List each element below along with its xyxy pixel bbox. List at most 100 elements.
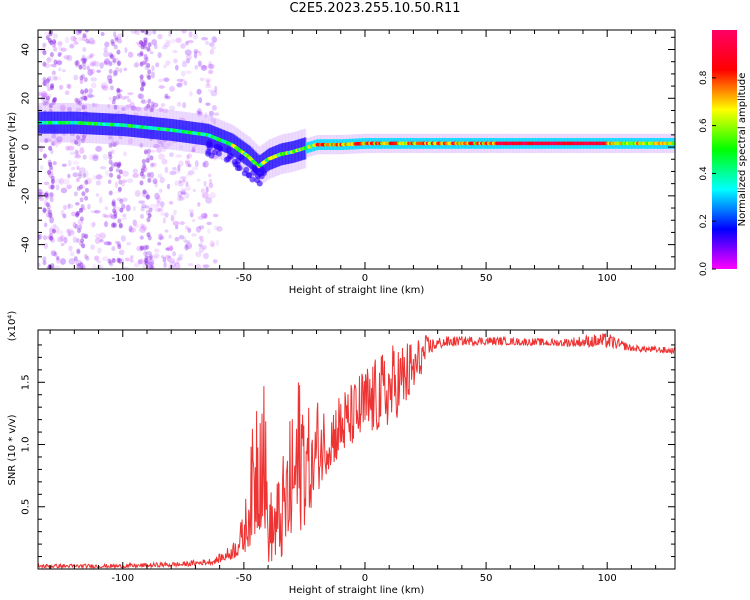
noise-blob bbox=[38, 145, 44, 152]
noise-streak bbox=[119, 207, 124, 213]
noise-blob bbox=[129, 101, 135, 108]
noise-blob bbox=[75, 201, 80, 206]
noise-blob bbox=[43, 199, 48, 206]
top-y-axis-label: Frequency (Hz) bbox=[7, 112, 18, 188]
top-x-tick-label: -100 bbox=[111, 273, 134, 284]
noise-blob bbox=[89, 68, 96, 75]
noise-blob bbox=[163, 42, 171, 48]
noise-blob bbox=[65, 145, 70, 151]
noise-streak bbox=[112, 95, 117, 101]
noise-blob bbox=[96, 69, 101, 73]
noise-blob bbox=[202, 245, 207, 250]
noise-blob bbox=[75, 59, 80, 67]
noise-streak bbox=[73, 256, 78, 262]
noise-streak bbox=[79, 197, 84, 203]
noise-streak bbox=[108, 154, 113, 160]
noise-blob bbox=[38, 91, 43, 97]
noise-blob bbox=[95, 145, 103, 152]
noise-blob bbox=[97, 247, 102, 254]
noise-blob bbox=[172, 220, 180, 226]
noise-blob bbox=[198, 97, 203, 104]
noise-streak bbox=[139, 74, 144, 80]
noise-streak bbox=[141, 98, 146, 104]
noise-blob bbox=[86, 93, 94, 99]
noise-blob bbox=[49, 55, 54, 62]
noise-blob bbox=[132, 206, 136, 211]
noise-blob bbox=[90, 244, 95, 250]
noise-blob bbox=[180, 43, 186, 49]
bottom-x-tick-label: 50 bbox=[480, 573, 493, 584]
noise-blob bbox=[187, 227, 192, 233]
noise-blob bbox=[155, 148, 163, 153]
noise-blob bbox=[167, 140, 174, 147]
noise-blob bbox=[178, 234, 185, 240]
noise-blob bbox=[115, 240, 119, 245]
noise-blob bbox=[154, 207, 161, 213]
noise-blob bbox=[153, 253, 160, 258]
noise-blob bbox=[149, 50, 154, 55]
noise-streak bbox=[146, 232, 151, 238]
noise-blob bbox=[119, 68, 123, 73]
noise-blob bbox=[58, 67, 62, 72]
noise-blob bbox=[154, 192, 160, 200]
noise-blob bbox=[187, 153, 192, 159]
noise-blob bbox=[157, 33, 163, 40]
noise-blob bbox=[128, 138, 133, 145]
noise-blob bbox=[110, 149, 115, 155]
ridge-blob bbox=[236, 165, 243, 172]
noise-blob bbox=[150, 149, 156, 153]
noise-blob bbox=[153, 143, 161, 149]
noise-blob bbox=[122, 213, 127, 218]
noise-blob bbox=[198, 246, 205, 253]
noise-streak bbox=[118, 179, 123, 185]
noise-blob bbox=[155, 203, 160, 209]
noise-blob bbox=[112, 69, 117, 77]
noise-blob bbox=[101, 85, 109, 91]
noise-blob bbox=[102, 153, 108, 161]
noise-blob bbox=[179, 176, 187, 180]
noise-blob bbox=[59, 104, 67, 112]
noise-blob bbox=[179, 145, 183, 150]
noise-streak bbox=[114, 37, 119, 43]
noise-streak bbox=[79, 266, 84, 269]
top-x-tick-label: 50 bbox=[480, 273, 493, 284]
noise-blob bbox=[97, 264, 104, 269]
noise-streak bbox=[139, 86, 144, 92]
noise-blob bbox=[187, 170, 195, 175]
noise-blob bbox=[104, 41, 110, 48]
ridge-blob bbox=[243, 166, 250, 173]
noise-blob bbox=[208, 173, 212, 178]
noise-blob bbox=[53, 265, 61, 269]
noise-blob bbox=[174, 262, 181, 269]
noise-blob bbox=[149, 203, 156, 211]
snr-line bbox=[38, 333, 675, 569]
noise-streak bbox=[73, 191, 78, 197]
noise-blob bbox=[75, 97, 81, 105]
noise-blob bbox=[63, 55, 70, 60]
noise-streak bbox=[107, 151, 112, 157]
noise-streak bbox=[84, 195, 89, 201]
noise-blob bbox=[67, 203, 71, 210]
noise-blob bbox=[165, 40, 171, 44]
colorbar bbox=[712, 30, 737, 269]
noise-blob bbox=[104, 206, 109, 211]
noise-streak bbox=[116, 257, 121, 263]
noise-blob bbox=[74, 154, 82, 159]
noise-blob bbox=[176, 101, 182, 107]
top-x-tick-label: 100 bbox=[598, 273, 617, 284]
noise-blob bbox=[204, 78, 212, 83]
noise-blob bbox=[159, 235, 165, 240]
noise-streak bbox=[142, 189, 147, 195]
noise-streak bbox=[111, 222, 116, 228]
noise-streak bbox=[110, 222, 115, 228]
noise-blob bbox=[56, 59, 63, 66]
noise-blob bbox=[168, 105, 176, 111]
noise-blob bbox=[109, 213, 113, 219]
noise-blob bbox=[80, 235, 87, 239]
noise-streak bbox=[146, 63, 151, 69]
noise-streak bbox=[112, 58, 117, 64]
noise-streak bbox=[78, 184, 83, 190]
noise-blob bbox=[50, 250, 57, 257]
noise-blob bbox=[39, 47, 46, 54]
ridge-blob bbox=[227, 152, 234, 159]
